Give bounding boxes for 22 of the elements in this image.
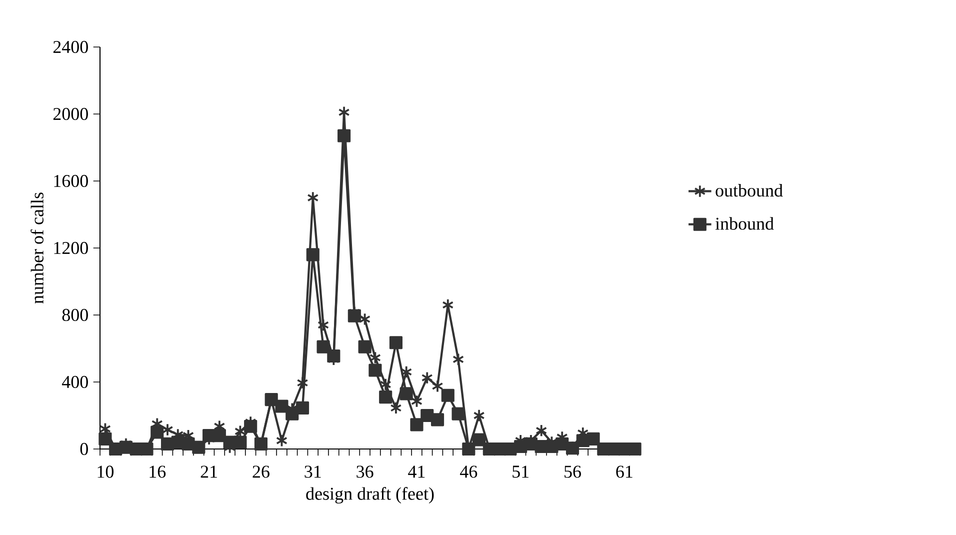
y-tick-label: 1600 — [54, 174, 88, 188]
x-tick-label: 51 — [512, 466, 529, 478]
y-tick-label: 1200 — [54, 242, 88, 254]
x-axis-title: design draft (feet) — [306, 487, 434, 504]
y-tick-label: 0 — [80, 442, 88, 456]
legend-label: inbound — [715, 217, 774, 230]
x-tick-label: 36 — [356, 466, 374, 478]
y-tick-label: 2400 — [53, 40, 88, 54]
y-tick-label: 400 — [62, 376, 88, 388]
x-tick-label: 26 — [252, 466, 270, 478]
y-tick-label: 800 — [62, 308, 88, 322]
x-tick-label: 31 — [304, 466, 321, 478]
x-tick-label: 61 — [616, 466, 632, 478]
y-axis-title: number of calls — [30, 192, 44, 304]
x-tick-label: 46 — [460, 466, 478, 478]
x-tick-label: 41 — [408, 466, 425, 478]
x-tick-label: 56 — [564, 466, 581, 478]
x-tick-label: 10 — [98, 466, 114, 478]
legend-label: outbound — [716, 184, 783, 197]
x-tick-label: 21 — [200, 466, 217, 478]
x-tick-label: 16 — [150, 466, 166, 478]
y-tick-label: 2000 — [53, 108, 88, 120]
